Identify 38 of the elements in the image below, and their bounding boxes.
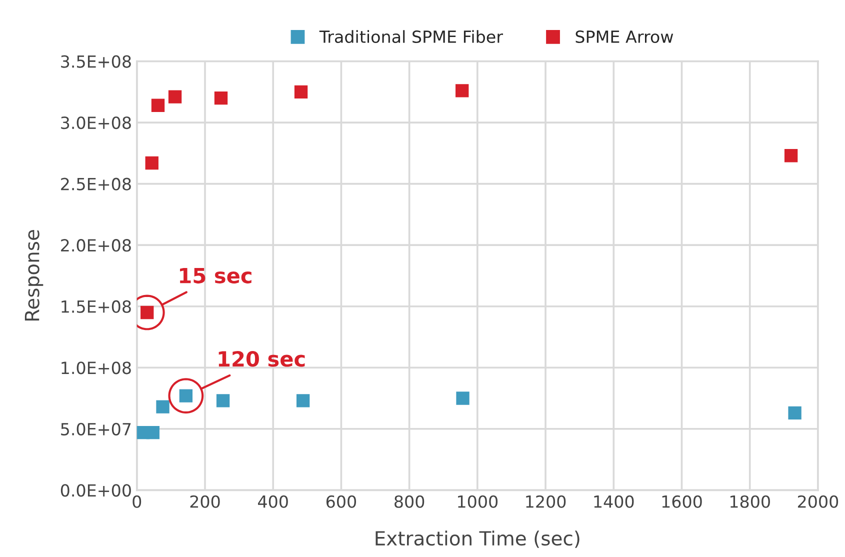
y-axis-title: Response	[24, 230, 44, 320]
x-tick-label: 800	[394, 495, 424, 508]
x-tick-label: 2000	[798, 495, 838, 508]
point	[146, 426, 160, 440]
y-tick-label: 1.5E+08	[62, 300, 131, 313]
point	[456, 84, 469, 98]
x-tick-label: 1800	[730, 495, 770, 508]
point	[456, 392, 470, 405]
y-tick-label: 2.5E+08	[61, 178, 131, 190]
x-tick-label: 400	[258, 495, 288, 508]
point	[145, 156, 158, 170]
x-tick-label: 1400	[594, 495, 634, 508]
legend-label: SPME Arrow	[576, 30, 674, 44]
point	[216, 394, 230, 408]
x-tick-label: 1000	[458, 495, 498, 508]
y-tick-label: 3.0E+08	[61, 116, 131, 130]
x-tick-label: 0	[132, 495, 142, 508]
x-tick-label: 600	[326, 495, 356, 508]
annotation: 120 sec	[218, 351, 305, 367]
x-tick-label: 1200	[526, 495, 566, 508]
point	[151, 98, 165, 112]
annotation: 15 sec	[180, 268, 252, 284]
y-tick-label: 0.0E+00	[60, 484, 131, 497]
point	[784, 149, 798, 162]
point	[296, 394, 310, 408]
y-tick-label: 5.0E+07	[61, 422, 131, 436]
x-tick-label: 1600	[662, 495, 702, 508]
point	[788, 406, 802, 420]
point	[214, 91, 228, 105]
point	[156, 400, 170, 414]
point	[294, 85, 308, 98]
point	[168, 90, 182, 104]
legend-label: Traditional SPME Fiber	[319, 30, 504, 44]
x-axis-title: Extraction Time (sec)	[376, 530, 580, 548]
y-tick-label: 2.0E+08	[61, 239, 131, 252]
y-tick-label: 1.0E+08	[62, 362, 131, 374]
y-tick-label: 3.5E+08	[61, 55, 131, 68]
x-tick-label: 200	[190, 495, 220, 508]
